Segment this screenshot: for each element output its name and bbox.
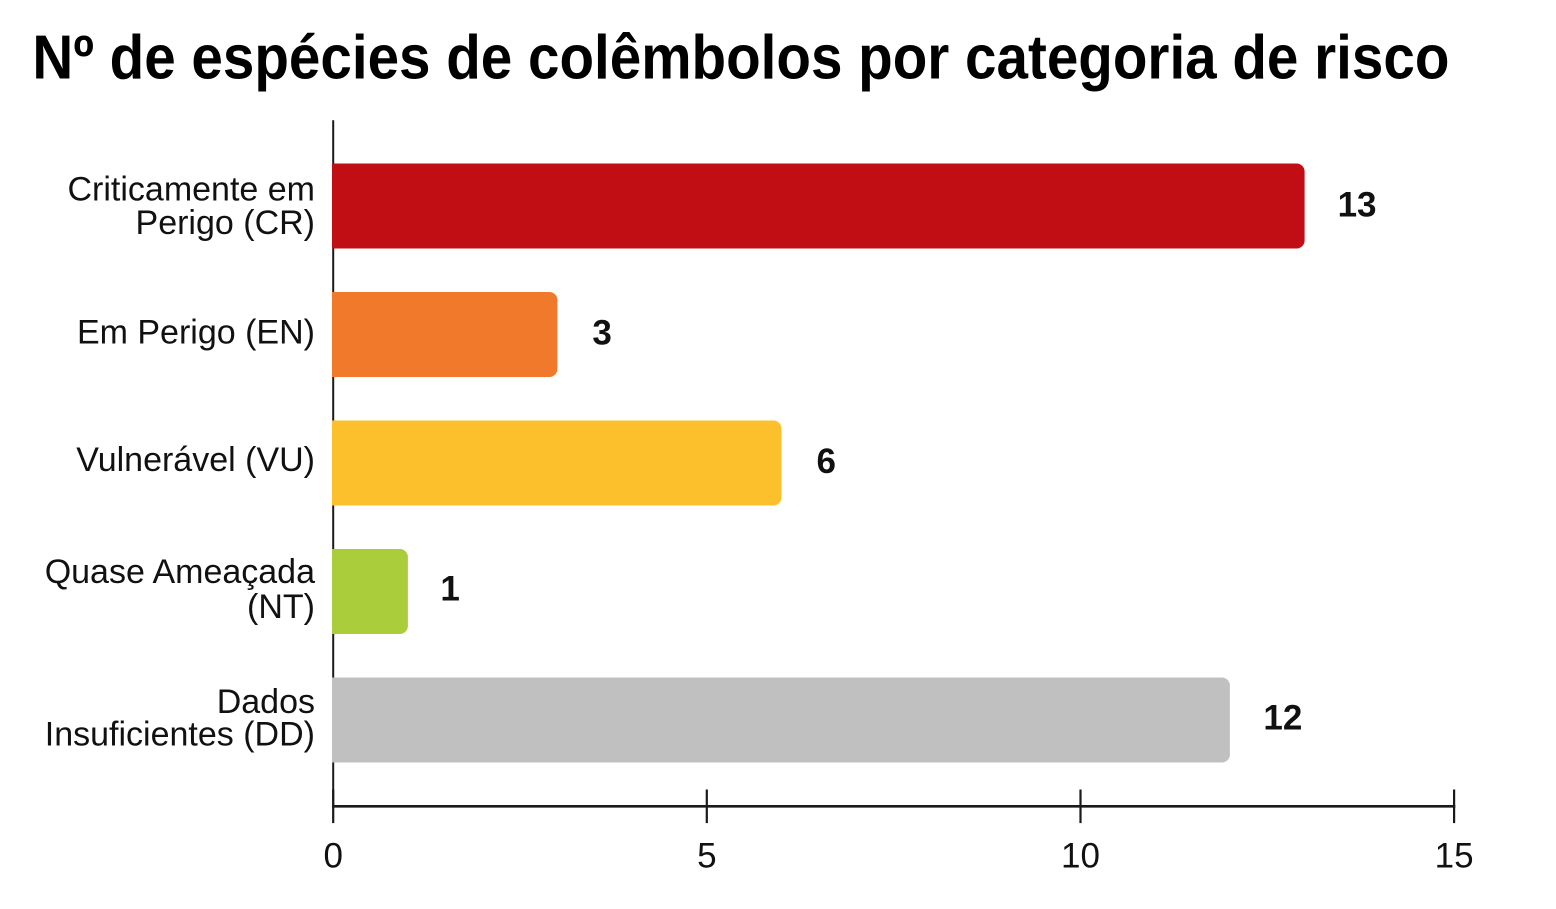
svg-text:Nº de espécies de colêmbolos p: Nº de espécies de colêmbolos por categor…: [32, 23, 1449, 93]
svg-text:5: 5: [697, 836, 716, 875]
svg-text:13: 13: [1338, 186, 1377, 225]
svg-text:1: 1: [440, 570, 459, 609]
svg-text:15: 15: [1435, 836, 1474, 875]
svg-text:Em Perigo (EN): Em Perigo (EN): [77, 313, 315, 351]
svg-text:Dados: Dados: [217, 683, 315, 721]
svg-text:0: 0: [323, 836, 342, 875]
svg-text:Perigo (CR): Perigo (CR): [136, 204, 315, 242]
svg-text:12: 12: [1263, 699, 1302, 738]
svg-text:Quase Ameaçada: Quase Ameaçada: [45, 553, 315, 591]
svg-text:Vulnerável (VU): Vulnerável (VU): [76, 441, 315, 479]
svg-text:Criticamente em: Criticamente em: [67, 170, 315, 208]
svg-text:Insuficientes (DD): Insuficientes (DD): [45, 716, 315, 754]
svg-text:10: 10: [1061, 836, 1100, 875]
svg-text:6: 6: [817, 442, 836, 481]
svg-text:3: 3: [592, 314, 611, 353]
svg-text:(NT): (NT): [247, 588, 315, 626]
